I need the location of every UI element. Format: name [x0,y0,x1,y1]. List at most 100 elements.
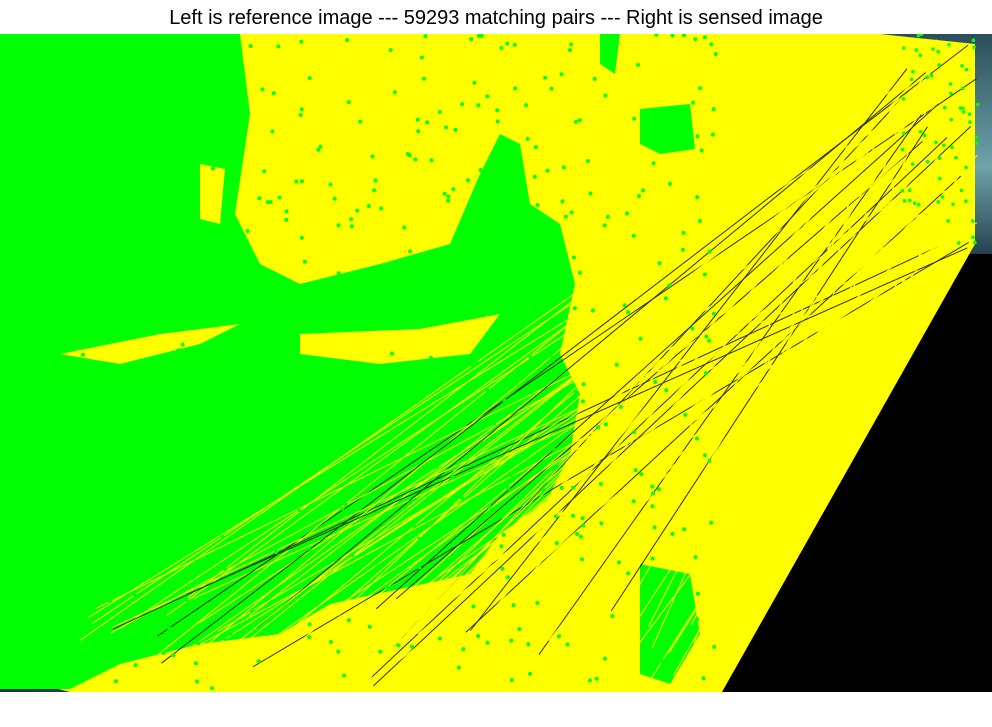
keypoint [246,444,251,449]
keypoint [18,357,23,362]
keypoint [175,306,180,310]
keypoint [49,177,54,182]
keypoint [18,430,23,435]
keypoint [571,513,575,518]
keypoint [417,537,422,541]
keypoint [186,44,191,49]
keypoint [495,119,500,124]
keypoint [20,178,25,183]
keypoint [441,314,445,319]
keypoint [579,557,584,562]
keypoint [51,535,56,540]
keypoint [682,527,687,532]
keypoint [509,473,514,478]
keypoint [961,110,966,114]
keypoint [211,450,216,455]
keypoint [67,240,71,245]
keypoint [307,76,312,80]
keypoint [343,273,348,278]
keypoint [71,302,76,307]
keypoint [711,311,716,316]
keypoint [592,76,597,81]
keypoint [294,179,299,184]
keypoint [434,464,439,469]
keypoint [925,159,930,164]
keypoint [83,208,88,213]
keypoint [581,382,586,387]
keypoint [698,86,703,91]
keypoint [390,351,394,356]
match-line [585,38,914,608]
keypoint [513,86,518,91]
keypoint [707,338,712,343]
keypoint [453,127,458,132]
keypoint [957,241,961,245]
keypoint [299,235,304,240]
keypoint [171,388,176,392]
keypoint [298,386,303,391]
keypoint [283,604,288,609]
keypoint [964,67,969,72]
keypoint [318,144,323,149]
keypoint [936,50,941,54]
keypoint [569,42,574,47]
keypoint [400,565,405,570]
keypoint [505,575,510,580]
keypoint [62,443,67,448]
keypoint [45,431,50,436]
keypoint [553,514,558,519]
keypoint [342,673,347,678]
keypoint [696,591,700,596]
keypoint [250,608,254,613]
match-line [454,58,940,658]
keypoint [223,71,228,76]
keypoint [469,406,474,411]
keypoint [350,553,355,558]
keypoint [483,225,488,230]
match-line [161,44,969,664]
keypoint [656,487,661,492]
keypoint [667,283,672,288]
keypoint [918,53,923,58]
keypoint [632,430,637,434]
keypoint [416,129,421,134]
keypoint [366,417,371,422]
match-line [291,194,906,598]
keypoint [660,659,665,664]
keypoint [541,487,546,492]
keypoint [113,679,118,684]
keypoint [388,48,393,53]
keypoint [415,117,420,122]
keypoint [77,228,82,233]
keypoint [972,45,976,50]
keypoint [349,224,354,229]
keypoint [524,103,528,108]
keypoint [569,210,574,215]
keypoint [288,360,293,365]
keypoint [571,255,576,260]
keypoint [505,41,510,46]
keypoint [257,196,262,201]
keypoint [339,367,344,372]
match-line [476,102,908,604]
keypoint [625,211,629,216]
keypoint [184,103,189,108]
keypoint [3,476,8,481]
keypoint [550,355,555,359]
keypoint [108,598,113,603]
keypoint [366,204,371,208]
keypoint [657,108,662,113]
keypoint [121,536,125,541]
keypoint [300,327,305,332]
keypoint [578,534,583,539]
keypoint [451,187,456,192]
keypoint [916,34,921,38]
match-line [356,222,978,659]
keypoint [103,247,108,252]
keypoint [506,486,511,491]
keypoint [370,154,375,159]
keypoint [376,563,381,568]
keypoint [19,401,24,406]
keypoint [446,198,451,203]
keypoint [378,649,383,654]
